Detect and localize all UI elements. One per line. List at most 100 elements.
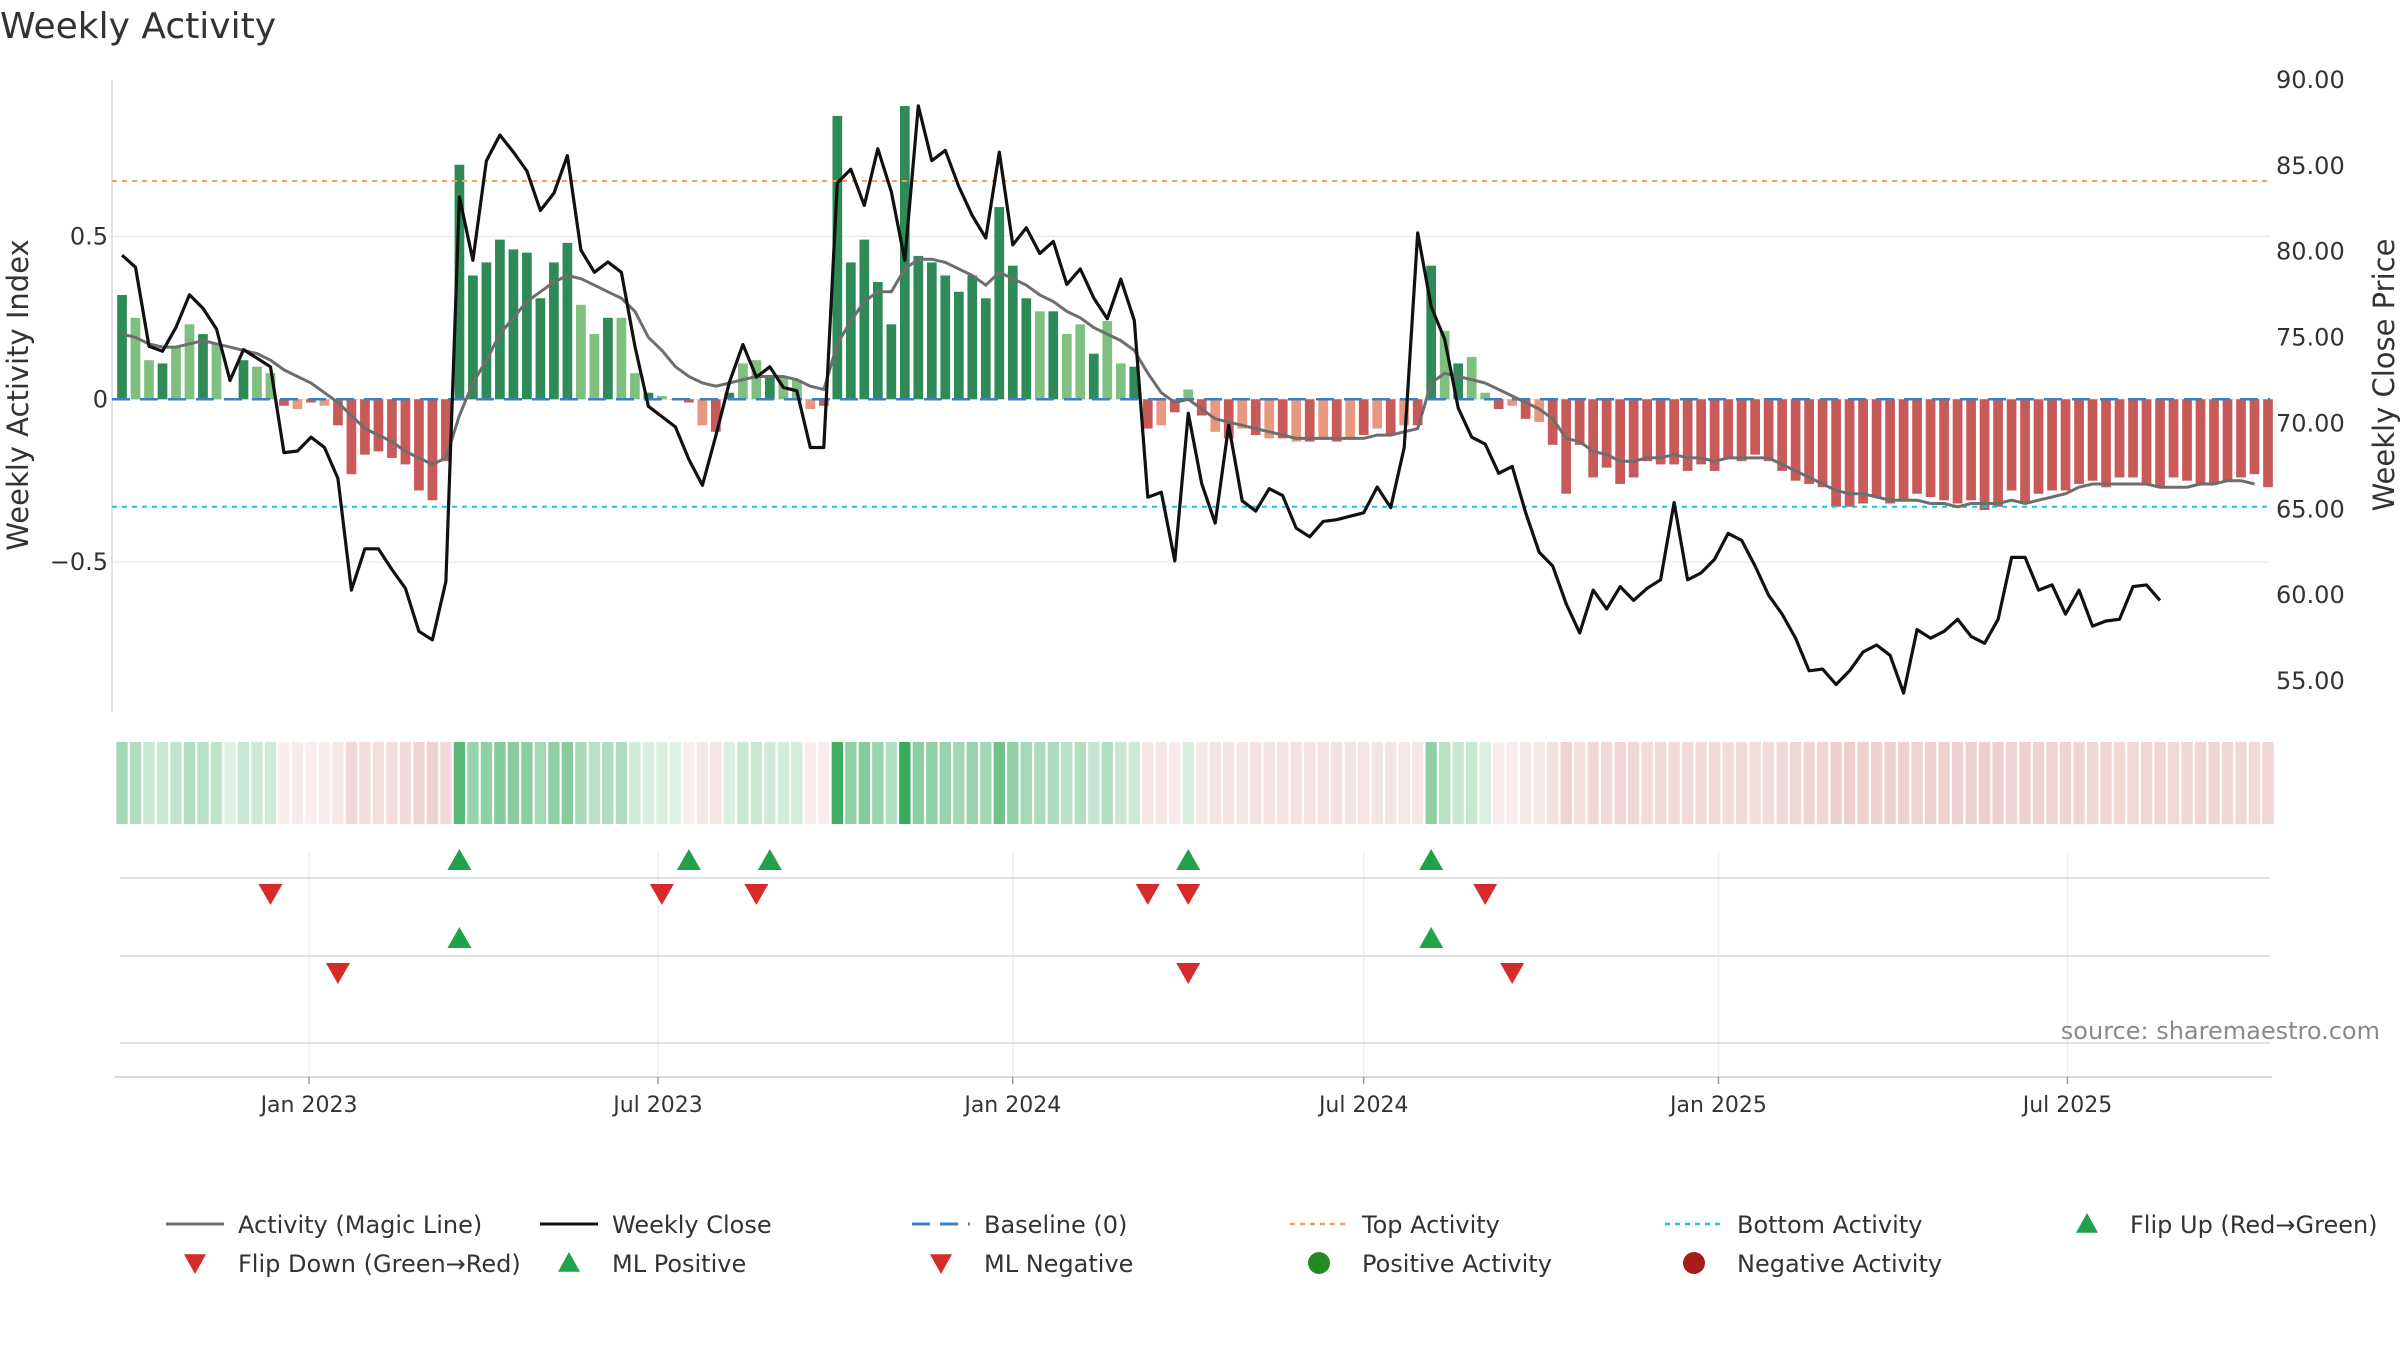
activity-bar — [1048, 311, 1059, 400]
heat-cell — [1466, 742, 1478, 824]
heat-cell — [2235, 742, 2247, 824]
heat-cell — [1142, 742, 1154, 824]
activity-bar — [994, 207, 1005, 400]
activity-bar — [2141, 399, 2152, 484]
activity-bar — [2060, 399, 2071, 491]
activity-bar — [373, 399, 384, 452]
heat-cell — [1020, 742, 1032, 824]
activity-bar — [2020, 399, 2030, 504]
activity-bar — [1966, 399, 1976, 501]
heat-cell — [1398, 742, 1410, 824]
activity-bar — [1723, 399, 1733, 458]
activity-bar — [2182, 399, 2192, 481]
heat-cell — [2073, 742, 2085, 824]
activity-bar — [1844, 399, 1855, 507]
legend-swatch-triangle — [558, 1252, 580, 1272]
heat-cell — [1951, 742, 1964, 824]
heat-cell — [1385, 742, 1397, 824]
heat-cell — [1412, 742, 1424, 824]
heat-cell — [2221, 742, 2234, 824]
heat-cell — [1209, 742, 1221, 824]
activity-bar — [2006, 399, 2017, 491]
heat-cell — [2019, 742, 2031, 824]
activity-bar — [2033, 399, 2044, 494]
heat-cell — [1277, 742, 1289, 824]
flip-down-marker — [649, 884, 674, 905]
activity-bar — [1979, 399, 1990, 511]
heat-cell — [534, 742, 547, 824]
activity-bar — [1304, 399, 1315, 442]
heat-cell — [1857, 742, 1869, 824]
left-tick-label: 0.5 — [70, 222, 108, 250]
activity-bar — [1993, 399, 2003, 507]
activity-bar — [1507, 399, 1518, 406]
activity-bar — [1223, 399, 1234, 439]
heat-cell — [1870, 742, 1883, 824]
ml-negative-marker — [1176, 963, 1201, 984]
activity-bar — [913, 255, 924, 400]
activity-bar — [1426, 265, 1437, 400]
heat-cell — [966, 742, 978, 824]
activity-bar — [1088, 353, 1099, 400]
heat-cell — [764, 742, 776, 824]
x-tick-label: Jan 2023 — [259, 1093, 358, 1118]
heat-cell — [1128, 742, 1140, 824]
activity-bar — [643, 392, 654, 400]
ml-negative-marker — [1500, 963, 1525, 984]
activity-bar — [1156, 399, 1167, 426]
heat-cell — [278, 742, 290, 824]
heat-cell — [642, 742, 655, 824]
activity-bar — [980, 298, 991, 400]
heat-cell — [615, 742, 628, 824]
legend-label: ML Positive — [612, 1250, 746, 1278]
activity-bar — [1142, 399, 1153, 429]
activity-bar — [549, 262, 559, 400]
activity-bar — [589, 334, 600, 400]
activity-bar — [805, 399, 816, 410]
activity-bar — [252, 366, 262, 400]
ml-positive-marker — [447, 927, 472, 948]
legend-label: Flip Down (Green→Red) — [238, 1250, 521, 1278]
series-lines — [120, 104, 2255, 695]
axis-ticks: 0.5 0 −0.5 90.00 85.00 80.00 75.00 70.00 65.00 60… — [50, 66, 2345, 695]
activity-bar — [1831, 399, 1841, 507]
activity-bar — [1129, 366, 1140, 400]
right-tick-label: 70.00 — [2276, 409, 2345, 437]
heat-cell — [953, 742, 965, 824]
heat-cell — [1924, 742, 1937, 824]
heat-cell — [399, 742, 412, 824]
heat-cell — [264, 742, 277, 824]
legend-label: Weekly Close — [612, 1211, 772, 1239]
heat-cell — [1614, 742, 1626, 824]
heat-cell — [1290, 742, 1302, 824]
activity-bar — [346, 399, 357, 475]
chart-title: Weekly Activity — [0, 6, 276, 47]
heat-cell — [872, 742, 884, 824]
activity-bar — [1898, 399, 1909, 501]
heat-cell — [1830, 742, 1842, 824]
heat-cell — [2086, 742, 2099, 824]
heat-cell — [1654, 742, 1667, 824]
legend-label: Activity (Magic Line) — [238, 1211, 482, 1239]
heat-cell — [386, 742, 398, 824]
heat-cell — [1776, 742, 1788, 824]
activity-bar — [724, 392, 735, 400]
activity-bar — [333, 399, 343, 426]
legend-label: Bottom Activity — [1737, 1211, 1922, 1239]
heat-cell — [1803, 742, 1815, 824]
heat-cell — [750, 742, 763, 824]
legend-label: Baseline (0) — [984, 1211, 1127, 1239]
activity-bar — [1169, 399, 1180, 413]
activity-bar — [832, 115, 843, 400]
legend-label: ML Negative — [984, 1250, 1133, 1278]
heat-cell — [507, 742, 520, 824]
activity-bar — [2249, 399, 2260, 475]
activity-bar — [130, 317, 141, 400]
heat-cell — [1439, 742, 1451, 824]
heat-cell — [494, 742, 506, 824]
heat-cell — [885, 742, 897, 824]
activity-bar — [737, 363, 748, 400]
activity-bar — [481, 262, 492, 400]
activity-bar — [818, 399, 829, 406]
